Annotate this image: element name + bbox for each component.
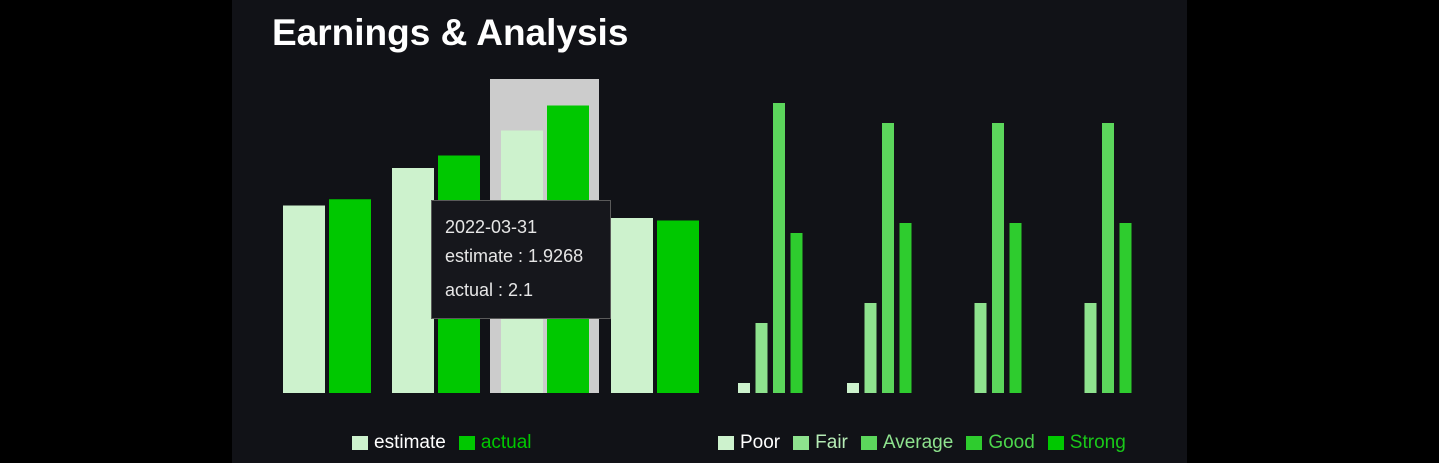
- legend-label-strong: Strong: [1069, 432, 1126, 453]
- bar-actual-0[interactable]: [329, 199, 371, 393]
- bar-average-2[interactable]: [992, 123, 1004, 393]
- page-title: Earnings & Analysis: [272, 12, 629, 53]
- bar-poor-0[interactable]: [738, 383, 750, 393]
- bar-estimate-1[interactable]: [392, 168, 434, 393]
- legend-item-good[interactable]: Good: [966, 432, 1035, 454]
- bar-average-0[interactable]: [773, 103, 785, 393]
- bar-fair-1[interactable]: [864, 303, 877, 393]
- legend-item-estimate[interactable]: estimate: [352, 432, 446, 454]
- legend-swatch-poor: [718, 436, 734, 450]
- legend-label-fair: Fair: [815, 432, 848, 453]
- legend-swatch-strong: [1047, 436, 1064, 450]
- bar-poor-1[interactable]: [847, 383, 859, 393]
- legend-label-average: Average: [882, 432, 954, 453]
- legend-swatch-good: [966, 436, 983, 450]
- legend-label-good: Good: [988, 432, 1035, 453]
- bar-estimate-3[interactable]: [611, 218, 653, 393]
- legend-analysis: Poor Fair Average Good Strong: [718, 432, 1139, 454]
- bar-good-3[interactable]: [1119, 223, 1132, 393]
- legend-swatch-fair: [793, 436, 810, 450]
- bar-fair-3[interactable]: [1084, 303, 1097, 393]
- bar-actual-3[interactable]: [657, 220, 699, 394]
- tooltip-actual: actual : 2.1: [445, 280, 534, 300]
- bar-average-1[interactable]: [882, 123, 894, 393]
- tooltip: 2022-03-31 estimate : 1.9268 actual : 2.…: [431, 200, 611, 319]
- legend-item-poor[interactable]: Poor: [718, 432, 780, 454]
- legend-label-actual: actual: [480, 432, 532, 453]
- legend-item-actual[interactable]: actual: [458, 432, 532, 454]
- bar-estimate-0[interactable]: [283, 205, 325, 394]
- legend-swatch-estimate: [352, 436, 368, 450]
- legend-swatch-average: [860, 436, 877, 450]
- bar-good-2[interactable]: [1009, 223, 1022, 393]
- legend-item-fair[interactable]: Fair: [793, 432, 848, 454]
- legend-label-poor: Poor: [740, 432, 781, 453]
- bar-average-3[interactable]: [1102, 123, 1114, 393]
- bar-fair-0[interactable]: [755, 323, 768, 393]
- chart-panel: [232, 0, 1187, 463]
- legend-item-average[interactable]: Average: [860, 432, 954, 454]
- bar-fair-2[interactable]: [974, 303, 987, 393]
- bar-good-1[interactable]: [899, 223, 912, 393]
- legend-item-strong[interactable]: Strong: [1047, 432, 1126, 454]
- tooltip-estimate: estimate : 1.9268: [445, 246, 584, 266]
- legend-label-estimate: estimate: [374, 432, 446, 453]
- bar-good-0[interactable]: [790, 233, 803, 393]
- legend-swatch-actual: [458, 436, 475, 450]
- legend-earnings: estimate actual: [352, 432, 545, 454]
- tooltip-date: 2022-03-31: [445, 217, 538, 237]
